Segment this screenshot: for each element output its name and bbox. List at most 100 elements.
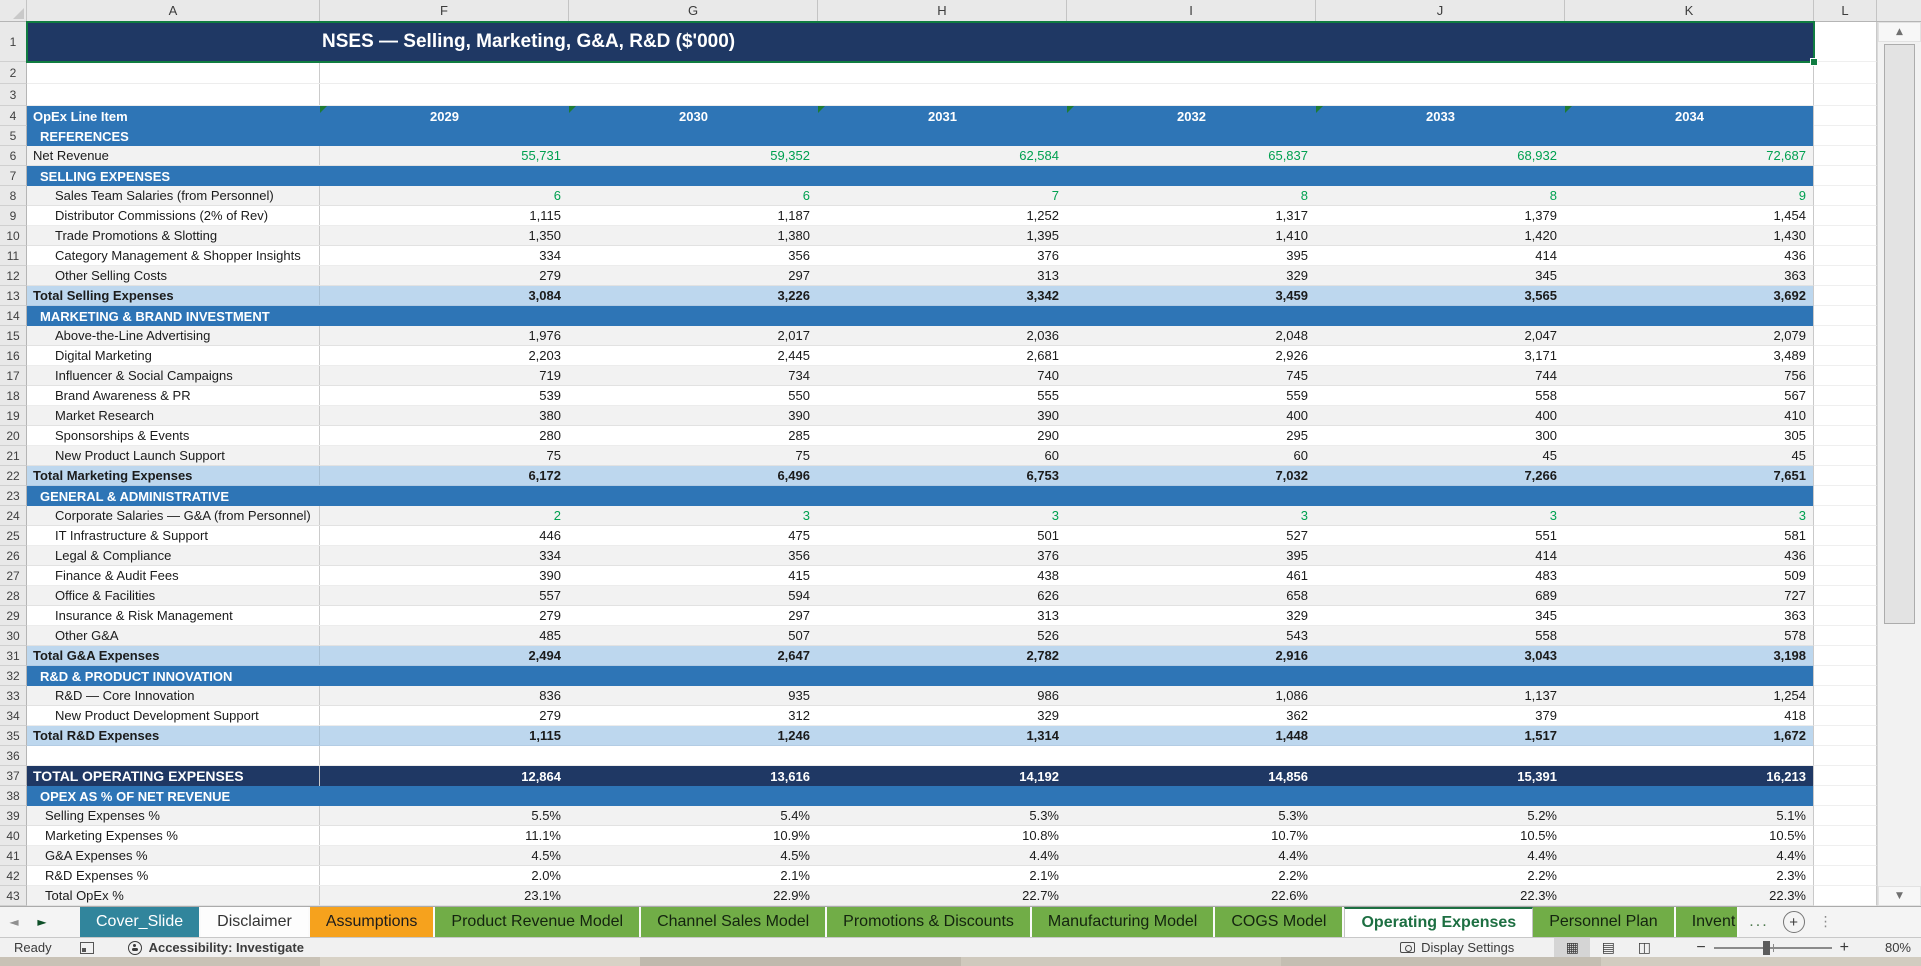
value-cell[interactable]: 734 <box>788 368 810 383</box>
cell-col-l[interactable] <box>1814 366 1877 386</box>
title-cell[interactable]: NSES — Selling, Marketing, G&A, R&D ($'0… <box>27 22 1814 62</box>
row-label-cell[interactable]: Marketing Expenses % <box>27 826 320 845</box>
value-cell[interactable]: 3,084 <box>528 288 561 303</box>
value-cell[interactable]: 6,753 <box>1026 468 1059 483</box>
cell-col-l[interactable] <box>1814 22 1877 62</box>
value-cell[interactable]: 379 <box>1535 708 1557 723</box>
value-cell[interactable]: 376 <box>1037 248 1059 263</box>
tab-cogs-model[interactable]: COGS Model <box>1215 907 1345 937</box>
row-label-cell[interactable]: R&D Expenses % <box>27 866 320 885</box>
value-cell[interactable]: 658 <box>1286 588 1308 603</box>
value-cell[interactable]: 4.4% <box>1278 848 1308 863</box>
section-header-cell[interactable]: GENERAL & ADMINISTRATIVE <box>40 488 229 504</box>
value-cell[interactable]: 60 <box>1293 448 1308 463</box>
row-header[interactable]: 23 <box>0 486 27 506</box>
scroll-down-icon[interactable]: ▼ <box>1878 886 1921 906</box>
value-cell[interactable] <box>1565 62 1814 83</box>
row-header[interactable]: 2 <box>0 62 27 84</box>
value-cell[interactable]: 2,036 <box>1026 328 1059 343</box>
value-cell[interactable]: 10.5% <box>1769 828 1806 843</box>
row-label-cell[interactable]: Insurance & Risk Management <box>27 606 320 625</box>
value-cell[interactable]: 744 <box>1535 368 1557 383</box>
tab-assumptions[interactable]: Assumptions <box>309 907 436 937</box>
opex-line-item-header[interactable]: OpEx Line Item <box>33 108 128 124</box>
value-cell[interactable]: 75 <box>546 448 561 463</box>
cell-col-l[interactable] <box>1814 726 1877 746</box>
value-cell[interactable]: 297 <box>788 268 810 283</box>
value-cell[interactable]: 1,254 <box>1773 688 1806 703</box>
year-header[interactable]: 2029 <box>320 106 569 126</box>
value-cell[interactable]: 300 <box>1535 428 1557 443</box>
value-cell[interactable] <box>1067 746 1316 765</box>
value-cell[interactable]: 285 <box>788 428 810 443</box>
value-cell[interactable]: 3,226 <box>777 288 810 303</box>
row-header[interactable]: 19 <box>0 406 27 426</box>
row-header[interactable]: 1 <box>0 22 27 62</box>
value-cell[interactable]: 2.3% <box>1776 868 1806 883</box>
cell-col-l[interactable] <box>1814 346 1877 366</box>
value-cell[interactable]: 2 <box>553 508 561 523</box>
value-cell[interactable]: 559 <box>1286 388 1308 403</box>
row-header[interactable]: 24 <box>0 506 27 526</box>
value-cell[interactable]: 578 <box>1784 628 1806 643</box>
value-cell[interactable] <box>818 746 1067 765</box>
value-cell[interactable]: 395 <box>1286 248 1308 263</box>
value-cell[interactable]: 555 <box>1037 388 1059 403</box>
tab-nav-left-icon[interactable]: ◄ <box>9 915 19 929</box>
value-cell[interactable]: 8 <box>1549 188 1557 203</box>
zoom-out-button[interactable]: − <box>1696 938 1706 956</box>
row-header[interactable]: 3 <box>0 84 27 106</box>
value-cell[interactable]: 2,647 <box>777 648 810 663</box>
value-cell[interactable]: 527 <box>1286 528 1308 543</box>
value-cell[interactable]: 727 <box>1784 588 1806 603</box>
value-cell[interactable]: 5.3% <box>1278 808 1308 823</box>
value-cell[interactable]: 550 <box>788 388 810 403</box>
zoom-slider[interactable] <box>1713 940 1832 955</box>
value-cell[interactable]: 22.7% <box>1022 888 1059 903</box>
row-label-cell[interactable]: Trade Promotions & Slotting <box>27 226 320 245</box>
value-cell[interactable]: 7,266 <box>1524 468 1557 483</box>
row-header[interactable]: 5 <box>0 126 27 146</box>
value-cell[interactable] <box>569 84 818 105</box>
value-cell[interactable]: 594 <box>788 588 810 603</box>
value-cell[interactable]: 279 <box>539 608 561 623</box>
value-cell[interactable]: 1,137 <box>1524 688 1557 703</box>
tab-manufacturing-model[interactable]: Manufacturing Model <box>1031 907 1216 937</box>
row-label-cell[interactable]: Market Research <box>27 406 320 425</box>
value-cell[interactable]: 72,687 <box>1766 148 1806 163</box>
value-cell[interactable] <box>320 62 569 83</box>
zoom-level[interactable]: 80% <box>1884 940 1911 955</box>
row-header[interactable]: 29 <box>0 606 27 626</box>
row-label-cell[interactable]: New Product Launch Support <box>27 446 320 465</box>
value-cell[interactable]: 1,380 <box>777 228 810 243</box>
value-cell[interactable] <box>1565 746 1814 765</box>
value-cell[interactable]: 5.1% <box>1776 808 1806 823</box>
value-cell[interactable]: 55,731 <box>521 148 561 163</box>
value-cell[interactable]: 2,782 <box>1026 648 1059 663</box>
cell-col-l[interactable] <box>1814 406 1877 426</box>
value-cell[interactable]: 1,420 <box>1524 228 1557 243</box>
value-cell[interactable]: 3,565 <box>1524 288 1557 303</box>
row-header[interactable]: 31 <box>0 646 27 666</box>
value-cell[interactable]: 395 <box>1286 548 1308 563</box>
row-header[interactable]: 16 <box>0 346 27 366</box>
value-cell[interactable]: 485 <box>539 628 561 643</box>
value-cell[interactable]: 400 <box>1535 408 1557 423</box>
row-label-cell[interactable]: Office & Facilities <box>27 586 320 605</box>
value-cell[interactable]: 6 <box>553 188 561 203</box>
value-cell[interactable]: 3,459 <box>1275 288 1308 303</box>
cell-col-l[interactable] <box>1814 646 1877 666</box>
value-cell[interactable]: 7,651 <box>1773 468 1806 483</box>
value-cell[interactable]: 475 <box>788 528 810 543</box>
value-cell[interactable]: 483 <box>1535 568 1557 583</box>
row-label-cell[interactable]: Selling Expenses % <box>27 806 320 825</box>
cell-col-l[interactable] <box>1814 206 1877 226</box>
value-cell[interactable]: 415 <box>788 568 810 583</box>
row-header[interactable]: 41 <box>0 846 27 866</box>
cell-col-l[interactable] <box>1814 766 1877 786</box>
value-cell[interactable]: 13,616 <box>770 768 810 784</box>
value-cell[interactable]: 2.1% <box>1029 868 1059 883</box>
cell-col-l[interactable] <box>1814 846 1877 866</box>
cell-col-l[interactable] <box>1814 886 1877 906</box>
cell-col-l[interactable] <box>1814 84 1877 106</box>
